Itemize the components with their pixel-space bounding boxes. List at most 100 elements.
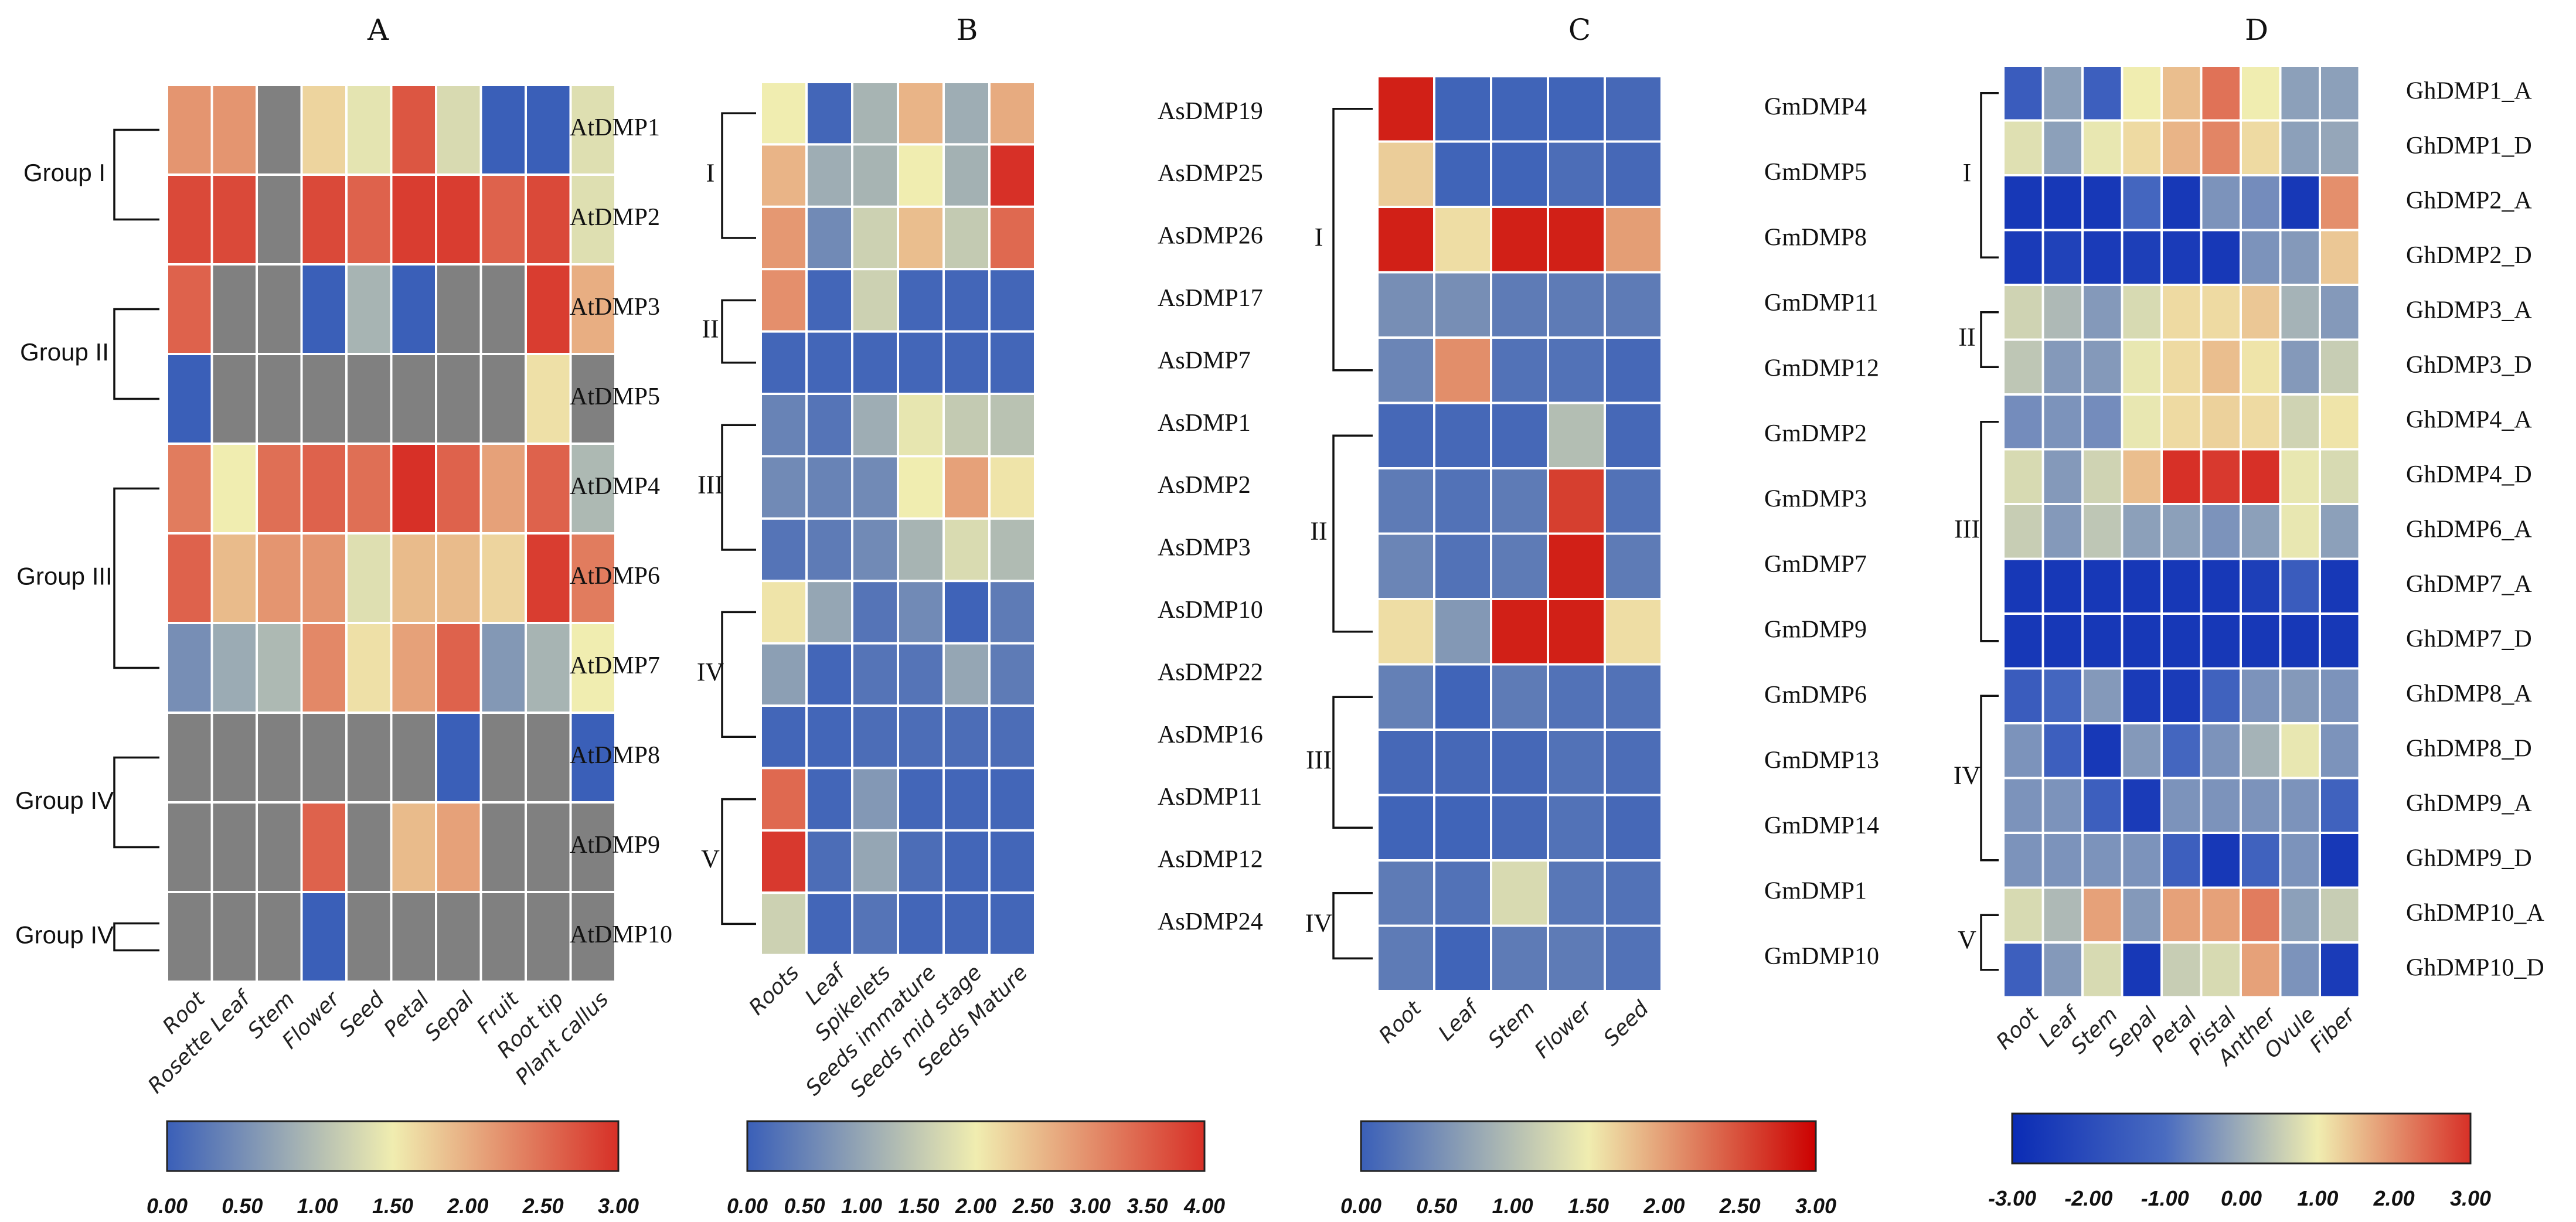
heatmap-cell [435, 801, 482, 893]
heatmap-cell [2041, 503, 2084, 560]
group-label: III [697, 471, 723, 499]
heatmap-cell [390, 173, 437, 265]
heatmap-cell [2240, 557, 2282, 615]
heatmap-cell [805, 767, 853, 832]
heatmap-cell [2002, 941, 2044, 999]
row-label: AtDMP9 [570, 832, 660, 859]
heatmap-cell [210, 353, 258, 445]
colorbar-tick-label: 0.00 [1340, 1194, 1381, 1218]
heatmap-cell [2319, 503, 2361, 560]
heatmap-cell [760, 205, 808, 271]
row-label: GmDMP3 [1764, 485, 1867, 512]
heatmap-cell [345, 353, 393, 445]
row-label: AsDMP17 [1158, 285, 1263, 312]
row-label: AsDMP22 [1158, 659, 1263, 686]
heatmap-cell [435, 532, 482, 624]
heatmap-cell [256, 442, 303, 535]
heatmap-cell [1547, 271, 1606, 339]
group-label: IV [1305, 909, 1333, 938]
heatmap-cell [256, 532, 303, 624]
row-label: AsDMP10 [1158, 597, 1263, 624]
heatmap-cell [2081, 284, 2124, 341]
heatmap-cell [166, 622, 213, 714]
colorbar-tick-label: 1.50 [1568, 1194, 1609, 1218]
heatmap-cell [166, 442, 213, 535]
heatmap-cell [1547, 140, 1606, 208]
heatmap-cell [2319, 667, 2361, 724]
heatmap-cell [1433, 206, 1492, 274]
heatmap-cell [1490, 859, 1549, 927]
heatmap-cell [988, 393, 1036, 458]
group-label: I [1315, 223, 1323, 251]
heatmap-cell [1490, 729, 1549, 796]
heatmap-cells [760, 81, 1036, 957]
heatmap-cell [300, 84, 348, 176]
heatmap-cell [1604, 401, 1663, 469]
panel-title: B [957, 13, 978, 47]
heatmap-cell [2121, 886, 2163, 944]
heatmap-cell [1376, 140, 1435, 208]
heatmap-cell [435, 353, 482, 445]
group-tree [1980, 92, 1999, 971]
heatmap-cell [805, 268, 853, 333]
heatmap-cell [2279, 832, 2321, 889]
colorbar [746, 1120, 1206, 1172]
heatmap-cell [1433, 75, 1492, 143]
heatmap-cell [2279, 338, 2321, 396]
heatmap-cell [525, 712, 572, 804]
heatmap-cell [435, 712, 482, 804]
heatmap-cell [1433, 532, 1492, 600]
group-label: II [702, 315, 719, 343]
row-label: GmDMP11 [1764, 290, 1878, 316]
heatmap-cell [569, 532, 617, 624]
heatmap-cell [2200, 229, 2242, 286]
heatmap-cell [988, 642, 1036, 707]
heatmap-cell [2002, 777, 2044, 834]
heatmap-cell [479, 173, 527, 265]
heatmap-cell [988, 143, 1036, 208]
heatmap-cell [2319, 722, 2361, 780]
heatmap-cell [851, 393, 899, 458]
heatmap-cell [988, 767, 1036, 832]
heatmap-cell [525, 891, 572, 983]
heatmap-cell [897, 205, 945, 271]
heatmap-cell [2240, 448, 2282, 505]
heatmap-cell [390, 263, 437, 355]
row-label: AsDMP3 [1158, 535, 1251, 561]
panel-c: C GmDMP4 GmDMP5 GmDMP8 GmDMP11 GmDMP12 GmDMP2 G… [1305, 13, 1879, 1218]
heatmap-cell [2081, 119, 2124, 176]
row-label: GhDMP4_A [2406, 406, 2532, 433]
heatmap-cell [2200, 722, 2242, 780]
heatmap-cell [805, 330, 853, 395]
heatmap-cell [2160, 886, 2203, 944]
row-label: GhDMP1_A [2406, 77, 2532, 104]
heatmap-cell [2002, 612, 2044, 670]
heatmap-cell [2279, 722, 2321, 780]
heatmap-cell [760, 517, 808, 583]
heatmap-cell [1490, 663, 1549, 731]
heatmap-cell [2081, 64, 2124, 122]
heatmap-cell [345, 263, 393, 355]
heatmap-cell [345, 173, 393, 265]
colorbar-tick-label: 2.50 [522, 1194, 564, 1218]
row-label: GmDMP12 [1764, 355, 1879, 382]
heatmap-cell [1433, 663, 1492, 731]
heatmap-cell [1604, 336, 1663, 404]
heatmap-cell [2041, 229, 2084, 286]
column-label: Seed [1599, 996, 1653, 1051]
heatmap-cell [166, 84, 213, 176]
heatmap-cell [2240, 503, 2282, 560]
heatmap-cell [1376, 924, 1435, 992]
heatmap-cell [805, 393, 853, 458]
heatmap-cell [2002, 832, 2044, 889]
heatmap-cell [1547, 206, 1606, 274]
heatmap-cell [1604, 467, 1663, 535]
heatmap-cell [2081, 667, 2124, 724]
heatmap-cell [760, 642, 808, 707]
heatmap-cell [805, 829, 853, 894]
heatmap-cell [1490, 532, 1549, 600]
heatmap-cell [760, 829, 808, 894]
heatmap-cell [2279, 886, 2321, 944]
heatmap-cell [210, 442, 258, 535]
heatmap-cell [760, 393, 808, 458]
